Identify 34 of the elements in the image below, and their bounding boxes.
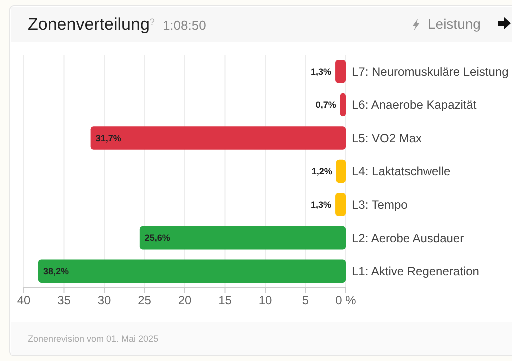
bar <box>336 60 346 84</box>
x-tick-label: 10 <box>258 294 272 308</box>
y-tick-label: L4: Laktatschwelle <box>352 164 452 179</box>
bar <box>38 260 346 284</box>
bar <box>336 193 346 216</box>
x-tick-label: 35 <box>58 294 72 308</box>
bar <box>140 226 346 250</box>
x-tick-label: 40 <box>17 294 31 308</box>
data-label: 31,7% <box>96 133 122 144</box>
bar <box>340 93 346 117</box>
data-label: 38,2% <box>43 266 70 277</box>
y-tick-label: L3: Tempo <box>352 198 408 212</box>
chart-subtitle: 1:08:50 <box>162 18 206 33</box>
x-tick-label: 25 <box>138 294 152 308</box>
data-label: 1,2% <box>312 166 332 177</box>
x-tick-label: 30 <box>98 294 112 308</box>
chart-title: Zonenverteilung$^{?}$ <box>28 15 155 34</box>
bar <box>336 160 346 184</box>
x-tick-label: 5 <box>302 294 310 308</box>
text: Zonenrevision vom 01. Mai 2025 <box>28 334 159 344</box>
x-tick-label: 15 <box>218 294 232 308</box>
data-label: 25,6% <box>144 233 170 244</box>
x-tick-label: 20 <box>178 294 192 308</box>
data-label: 1,3% <box>311 66 332 77</box>
y-tick-label: L1: Aktive Regeneration <box>352 264 480 279</box>
y-tick-label: L5: VO2 Max <box>352 131 422 146</box>
y-tick-label: L7: Neuromuskuläre Leistung <box>352 64 509 79</box>
bar <box>90 126 346 150</box>
data-label: 0,7% <box>316 100 336 110</box>
y-tick-label: L2: Aerobe Ausdauer <box>352 231 464 246</box>
text: Leistung <box>428 16 481 32</box>
x-tick-label: 0 % <box>336 294 357 308</box>
y-tick-label: L6: Anaerobe Kapazität <box>352 98 478 112</box>
data-label: 1,3% <box>311 200 332 210</box>
